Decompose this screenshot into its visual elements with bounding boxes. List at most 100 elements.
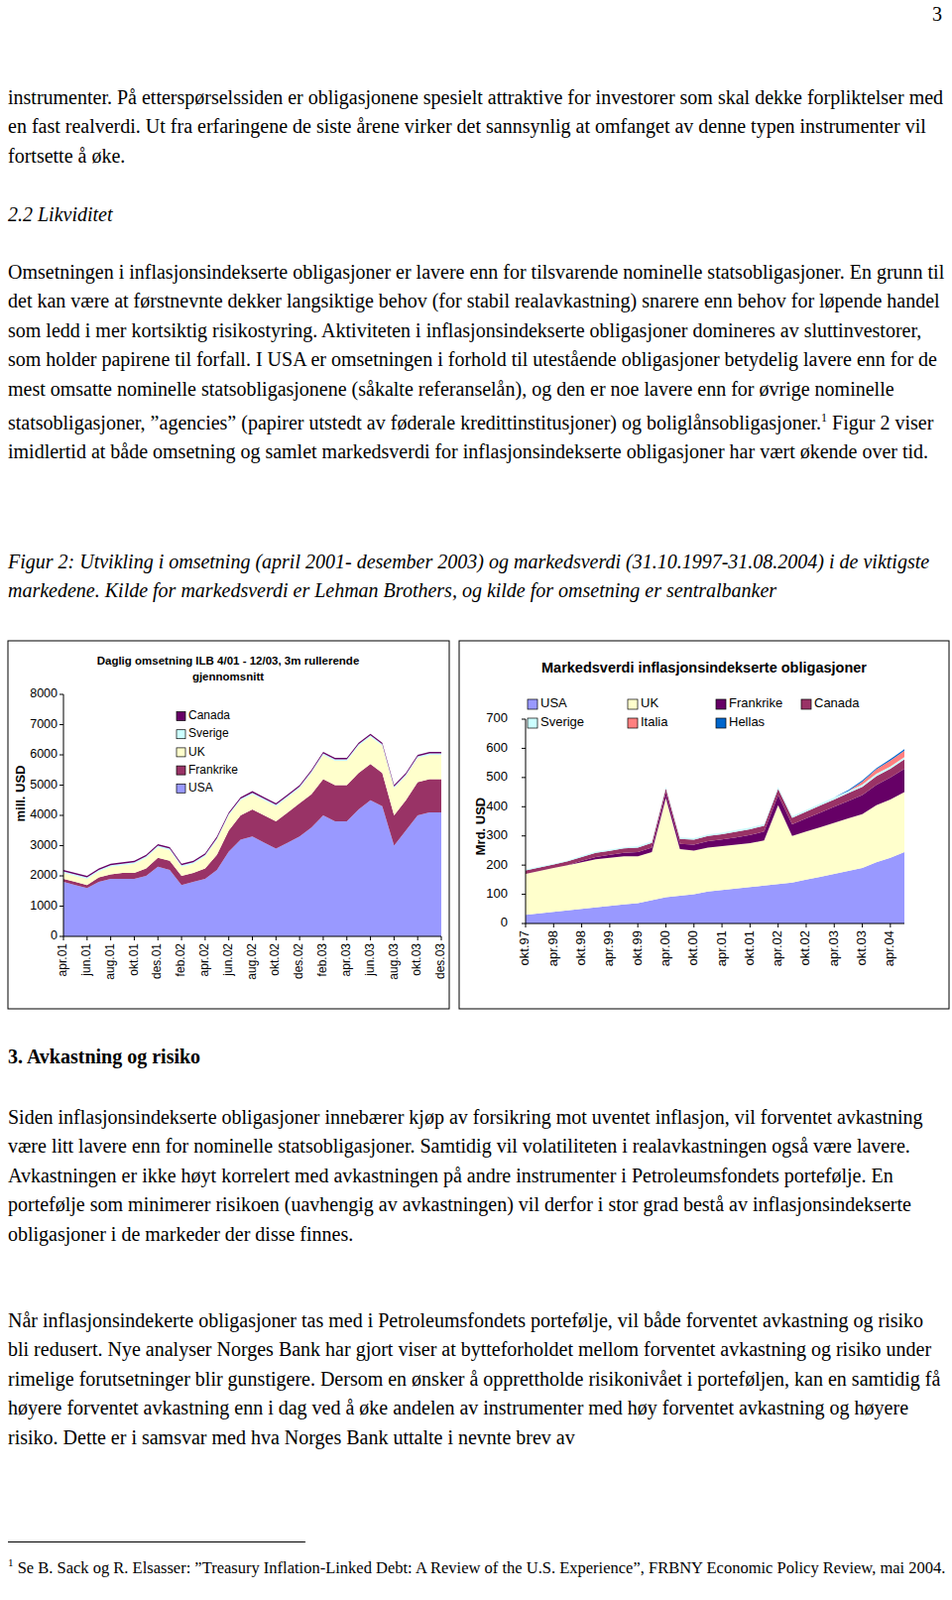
paragraph: Siden inflasjonsindekserte obligasjoner … <box>7 1102 949 1249</box>
x-tick <box>777 923 779 928</box>
x-tick-label: feb.03 <box>315 943 330 977</box>
y-tick-label: 3000 <box>29 837 58 852</box>
x-tick <box>322 936 324 941</box>
y-tick-label: 8000 <box>29 686 58 701</box>
x-tick <box>693 923 695 928</box>
x-tick <box>181 936 183 941</box>
y-tick-label: 6000 <box>29 746 58 761</box>
y-tick-label: 400 <box>485 798 508 814</box>
y-tick <box>521 923 526 925</box>
footnote-rule <box>7 1541 306 1543</box>
paragraph-text: Omsetningen i inflasjonsindekserte oblig… <box>7 260 945 434</box>
x-tick-label: des.02 <box>291 943 306 979</box>
legend-swatch <box>176 712 186 721</box>
x-tick-label: okt.03 <box>409 943 424 976</box>
x-tick-label: des.03 <box>433 943 448 979</box>
y-tick <box>59 723 64 725</box>
y-tick <box>59 815 64 817</box>
legend-label: UK <box>640 695 659 711</box>
y-tick <box>59 784 64 786</box>
legend-swatch <box>801 699 812 710</box>
legend-swatch <box>176 729 186 739</box>
y-tick <box>521 893 526 895</box>
legend-label: Canada <box>188 708 231 722</box>
y-tick-label: 700 <box>485 710 508 725</box>
paragraph: Når inflasjonsindekerte obligasjoner tas… <box>7 1306 949 1452</box>
legend-label: Italia <box>640 714 669 729</box>
legend-swatch <box>715 717 726 728</box>
y-tick <box>59 875 64 877</box>
legend-label: Canada <box>814 695 860 711</box>
x-tick-label: feb.02 <box>173 943 188 977</box>
x-tick-label: apr.03 <box>826 930 841 966</box>
legend-label: Sverige <box>540 714 585 729</box>
x-axis <box>525 923 905 925</box>
area-series <box>63 733 442 878</box>
axes: 0100200300400500600700okt.97apr.98okt.98… <box>473 710 905 966</box>
area-series <box>525 748 905 869</box>
x-tick <box>204 936 206 941</box>
x-tick-label: apr.04 <box>881 930 897 966</box>
y-axis <box>525 718 527 924</box>
y-tick <box>59 936 64 938</box>
area-series <box>525 756 905 870</box>
x-tick-label: jun.01 <box>79 943 94 977</box>
x-tick <box>553 923 555 928</box>
x-tick-label: apr.02 <box>197 943 212 977</box>
y-tick-label: 1000 <box>29 898 58 913</box>
y-tick-label: 4000 <box>29 807 58 822</box>
y-tick-label: 7000 <box>29 716 58 731</box>
x-tick-label: apr.01 <box>55 943 70 977</box>
x-tick <box>417 936 419 941</box>
chart-title: Daglig omsetning ILB 4/01 - 12/03, 3m ru… <box>69 653 387 685</box>
x-tick-label: apr.00 <box>657 930 673 966</box>
y-tick <box>59 844 64 846</box>
x-tick-label: okt.01 <box>741 930 757 965</box>
x-tick <box>525 923 527 928</box>
footnote: 1 Se B. Sack og R. Elsasser: ”Treasury I… <box>7 1550 949 1579</box>
legend-swatch <box>715 699 726 710</box>
y-tick-label: 5000 <box>29 777 58 792</box>
legend-label: Frankrike <box>728 695 783 711</box>
legend-swatch <box>176 747 186 757</box>
y-tick-label: 200 <box>485 856 508 872</box>
y-tick <box>521 806 526 808</box>
x-tick <box>805 923 807 928</box>
y-tick-label: 0 <box>50 928 58 943</box>
plot-area <box>63 733 442 937</box>
section-heading: 3. Avkastning og risiko <box>7 1042 949 1071</box>
paragraph: Omsetningen i inflasjonsindekserte oblig… <box>7 257 949 468</box>
legend-label: Sverige <box>188 725 230 740</box>
legend-swatch <box>527 699 538 710</box>
x-tick <box>369 936 371 941</box>
x-tick-label: des.01 <box>149 943 164 979</box>
x-tick-label: okt.99 <box>629 930 645 965</box>
chart-frame <box>459 640 950 1009</box>
x-tick <box>581 923 583 928</box>
legend-label: Frankrike <box>188 762 238 777</box>
page-number: 3 <box>892 0 943 29</box>
x-tick-label: apr.98 <box>545 930 561 966</box>
x-tick-label: jun.03 <box>362 943 377 977</box>
paragraph: instrumenter. På etterspørselssiden er o… <box>7 83 949 171</box>
y-tick <box>521 834 526 836</box>
x-tick-label: apr.03 <box>339 943 354 977</box>
footnote-marker: 1 <box>7 1555 14 1568</box>
x-tick <box>721 923 723 928</box>
x-tick <box>275 936 277 941</box>
x-tick <box>889 923 891 928</box>
x-tick-label: okt.02 <box>267 943 282 976</box>
footnote-text: Se B. Sack og R. Elsasser: ”Treasury Inf… <box>13 1557 947 1577</box>
y-tick-label: 500 <box>485 768 508 784</box>
legend-swatch <box>176 765 186 775</box>
x-tick-label: apr.99 <box>600 930 616 966</box>
legend-label: USA <box>188 780 214 795</box>
x-tick <box>833 923 835 928</box>
y-tick <box>521 747 526 749</box>
x-tick <box>63 936 65 941</box>
legend: CanadaSverigeUKFrankrikeUSA <box>176 708 238 795</box>
x-tick <box>861 923 863 928</box>
y-tick <box>521 718 526 720</box>
x-tick <box>637 923 639 928</box>
x-tick <box>157 936 159 941</box>
